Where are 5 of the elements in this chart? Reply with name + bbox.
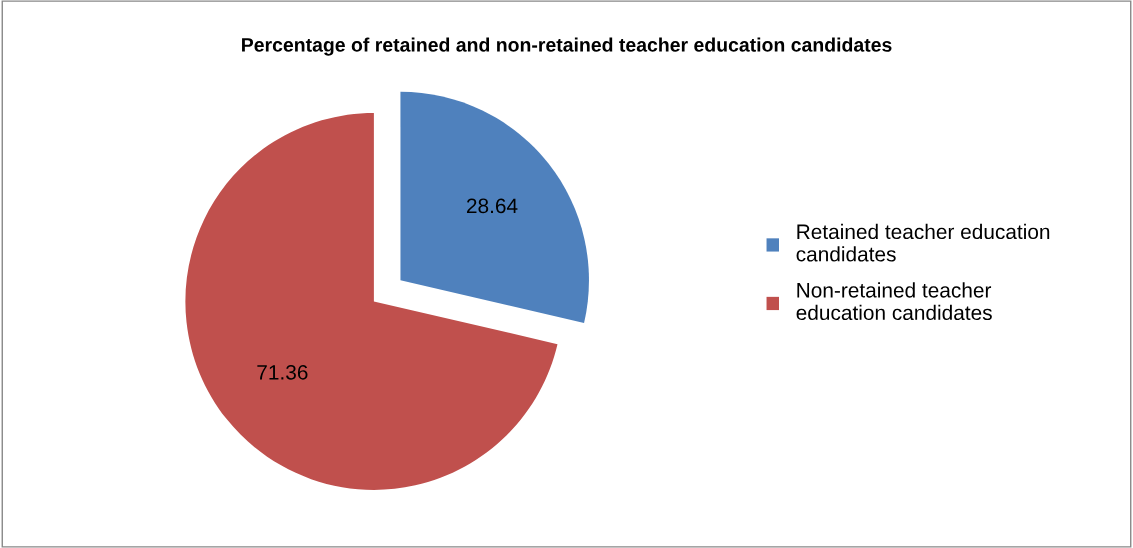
data-label: 28.64 <box>466 198 518 214</box>
data-label: 71.36 <box>257 364 308 380</box>
legend-label: Retained teacher education candidates <box>796 223 1050 262</box>
chart-title: Percentage of retained and non-retained teacher education candidates <box>242 37 892 56</box>
legend-label: Non-retained teacher education candidates <box>796 282 992 321</box>
